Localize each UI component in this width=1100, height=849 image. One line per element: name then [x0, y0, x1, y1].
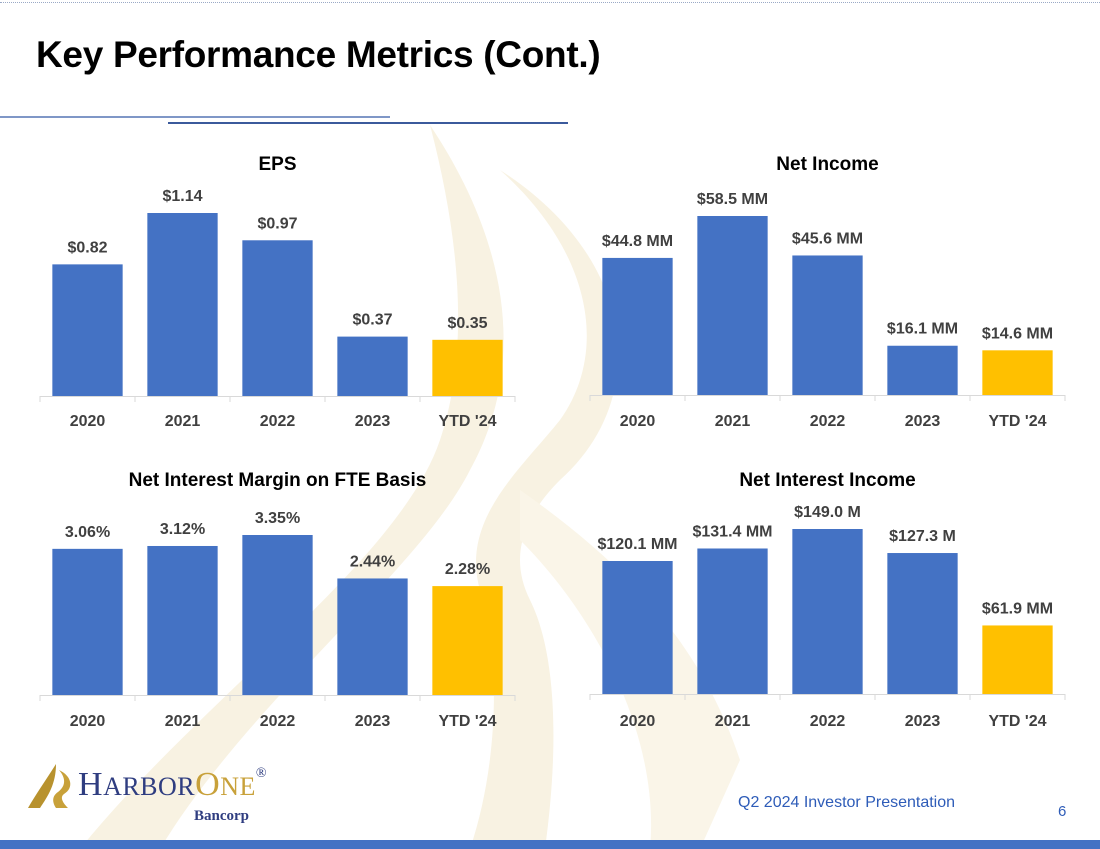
- logo-wordmark: HARBORONE®: [78, 766, 268, 803]
- nim-data-label: 2.28%: [445, 561, 490, 578]
- eps-bar: [147, 213, 218, 396]
- net-income-bar: [887, 345, 958, 395]
- top-dotted-border: [0, 2, 1100, 3]
- nim-category-label: YTD '24: [438, 713, 496, 730]
- nim-bar: [337, 578, 408, 695]
- eps-bar: [242, 240, 313, 396]
- eps-data-label: $0.97: [257, 215, 297, 232]
- eps-category-label: YTD '24: [438, 413, 496, 430]
- net-income-bar: [792, 255, 863, 395]
- nim-category-label: 2021: [165, 713, 201, 730]
- net-income-data-label: $58.5 MM: [697, 191, 768, 208]
- sail-icon: [28, 764, 71, 808]
- eps-category-label: 2020: [70, 413, 106, 430]
- bottom-accent-bar: [0, 840, 1100, 849]
- nii-category-label: 2023: [905, 713, 941, 730]
- eps-bar: [432, 339, 503, 396]
- nii-bar: [792, 529, 863, 694]
- net-income-bar: [602, 257, 673, 395]
- eps-chart-title: EPS: [258, 154, 296, 175]
- title-rule-top: [0, 116, 390, 118]
- nim-category-label: 2020: [70, 713, 106, 730]
- logo-subtitle: Bancorp: [194, 808, 250, 824]
- nii-category-label: YTD '24: [988, 713, 1046, 730]
- nim-bar: [52, 548, 123, 695]
- page-number: 6: [1058, 803, 1067, 820]
- nim-category-label: 2022: [260, 713, 296, 730]
- net-income-data-label: $44.8 MM: [602, 233, 673, 250]
- net-income-data-label: $16.1 MM: [887, 321, 958, 338]
- nim-bar: [147, 545, 218, 695]
- net-income-data-label: $14.6 MM: [982, 325, 1053, 342]
- eps-data-label: $0.35: [447, 315, 487, 332]
- nim-chart-title: Net Interest Margin on FTE Basis: [129, 470, 427, 491]
- nii-category-label: 2021: [715, 713, 751, 730]
- footer-presentation-name: Q2 2024 Investor Presentation: [738, 794, 956, 811]
- nim-category-label: 2023: [355, 713, 391, 730]
- eps-category-label: 2022: [260, 413, 296, 430]
- net-income-bar: [697, 216, 768, 395]
- eps-data-label: $1.14: [162, 188, 202, 205]
- eps-category-label: 2021: [165, 413, 201, 430]
- nii-data-label: $149.0 M: [794, 504, 861, 521]
- nim-data-label: 3.12%: [160, 521, 205, 538]
- net-income-category-label: YTD '24: [988, 413, 1046, 430]
- nii-bar: [982, 625, 1053, 694]
- nii-data-label: $61.9 MM: [982, 600, 1053, 617]
- nii-category-label: 2020: [620, 713, 656, 730]
- title-rule-bottom: [168, 122, 568, 124]
- nii-data-label: $127.3 M: [889, 528, 956, 545]
- net-income-bar: [982, 350, 1053, 395]
- eps-data-label: $0.37: [352, 312, 392, 329]
- net-income-category-label: 2023: [905, 413, 941, 430]
- net-income-data-label: $45.6 MM: [792, 230, 863, 247]
- nii-category-label: 2022: [810, 713, 846, 730]
- eps-bar: [337, 336, 408, 396]
- nii-bar: [697, 548, 768, 694]
- page-title: Key Performance Metrics (Cont.): [36, 34, 601, 75]
- nii-bar: [602, 561, 673, 694]
- net-income-chart-title: Net Income: [776, 154, 878, 175]
- nim-bar: [432, 586, 503, 695]
- eps-bar: [52, 264, 123, 396]
- nim-bar: [242, 535, 313, 695]
- nii-bar: [887, 553, 958, 694]
- net-income-category-label: 2022: [810, 413, 846, 430]
- eps-category-label: 2023: [355, 413, 391, 430]
- net-income-category-label: 2020: [620, 413, 656, 430]
- nim-data-label: 3.35%: [255, 510, 300, 527]
- nim-data-label: 3.06%: [65, 524, 110, 541]
- nii-chart-title: Net Interest Income: [739, 470, 915, 491]
- nii-data-label: $120.1 MM: [597, 536, 677, 553]
- eps-data-label: $0.82: [67, 239, 107, 256]
- nim-data-label: 2.44%: [350, 553, 395, 570]
- nii-data-label: $131.4 MM: [692, 523, 772, 540]
- net-income-category-label: 2021: [715, 413, 751, 430]
- harborone-logo: HARBORONE® Bancorp: [26, 760, 296, 830]
